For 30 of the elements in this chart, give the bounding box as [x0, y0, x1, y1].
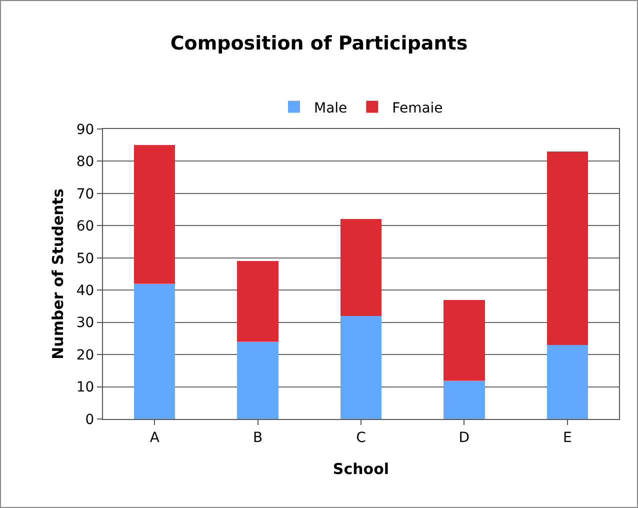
bar [444, 380, 485, 419]
bar [546, 344, 588, 419]
chart-title: Composition of Participants [170, 32, 468, 55]
y-tick-label: 40 [76, 283, 94, 300]
x-tick-label: C [356, 430, 366, 446]
x-tick-label: A [150, 430, 160, 446]
bar [546, 152, 588, 345]
y-tick-label: 30 [76, 315, 94, 332]
y-tick-label: 10 [76, 380, 94, 396]
bar [237, 342, 278, 419]
bar [134, 145, 176, 284]
y-tick-label: 70 [76, 186, 94, 202]
bar [237, 261, 278, 342]
legend-label: Male [314, 100, 348, 116]
y-tick-label: 80 [76, 154, 94, 170]
x-axis-title: School [332, 460, 390, 478]
y-tick-label: 50 [76, 250, 94, 267]
x-tick-label: E [562, 430, 572, 446]
y-tick-label: 60 [76, 218, 94, 235]
x-tick-label: D [458, 430, 470, 446]
bar [340, 316, 382, 419]
x-tick-label: B [252, 430, 263, 446]
y-axis-title: Number of Students [49, 188, 67, 360]
y-tick-label: 20 [76, 347, 94, 364]
y-tick-label: 90 [76, 122, 94, 138]
legend-label: Femaie [392, 100, 443, 116]
bar [340, 219, 382, 316]
y-tick-label: 0 [85, 412, 94, 428]
bar [134, 284, 176, 419]
bar [444, 300, 485, 380]
